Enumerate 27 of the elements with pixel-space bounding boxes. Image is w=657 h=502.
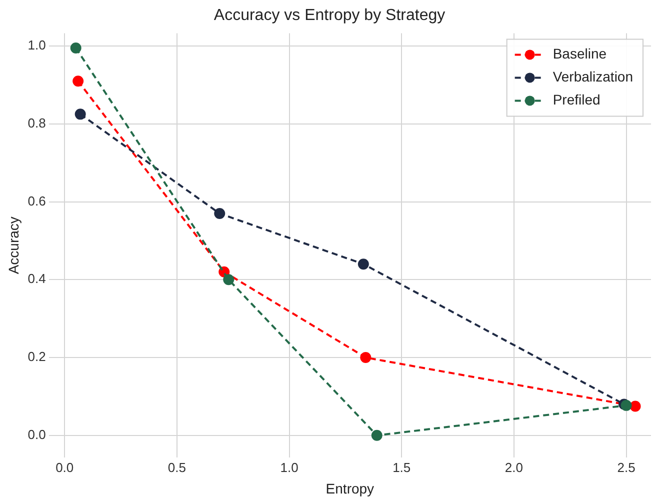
point [72,76,84,87]
x-axis-title: Entropy [326,480,374,496]
x-tick-label: 1.0 [280,460,298,475]
point [74,108,86,120]
y-tick-label: 0.2 [28,349,46,364]
x-tick-label: 0.5 [168,460,186,475]
x-tick-label: 1.5 [392,460,411,475]
y-axis-title: Accuracy [5,216,22,274]
legend-label: Prefiled [552,92,600,108]
point [630,400,641,412]
x-tick-label: 0.0 [56,460,74,475]
x-tick-label: 2.0 [504,460,523,475]
y-tick-label: 0.0 [28,426,46,442]
legend-label: Verbalization [552,68,634,85]
point [223,274,234,286]
point [371,430,382,441]
chart-title: Accuracy vs Entropy by Strategy [214,7,446,24]
y-tick-label: 0.8 [28,116,46,130]
point [358,258,369,270]
x-tick-label: 2.5 [617,460,636,475]
point [360,352,372,364]
y-tick-label: 1.0 [28,38,46,53]
y-tick-label: 0.6 [28,193,46,208]
point [70,42,82,54]
legend-label: Baseline [552,46,607,62]
point [214,208,226,219]
y-tick-label: 0.4 [28,271,46,286]
